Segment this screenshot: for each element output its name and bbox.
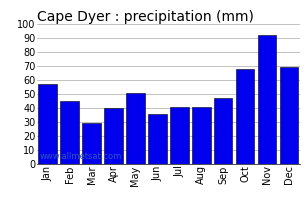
Bar [236,69,254,164]
Bar [170,107,188,164]
Bar [258,35,276,164]
Bar [192,107,211,164]
Bar [38,84,57,164]
Bar [82,123,101,164]
Bar [126,93,145,164]
Bar [60,101,79,164]
Bar [280,67,298,164]
Text: www.allmetsat.com: www.allmetsat.com [39,152,121,161]
Bar [148,114,167,164]
Bar [214,98,233,164]
Bar [104,108,123,164]
Text: Cape Dyer : precipitation (mm): Cape Dyer : precipitation (mm) [37,10,254,24]
